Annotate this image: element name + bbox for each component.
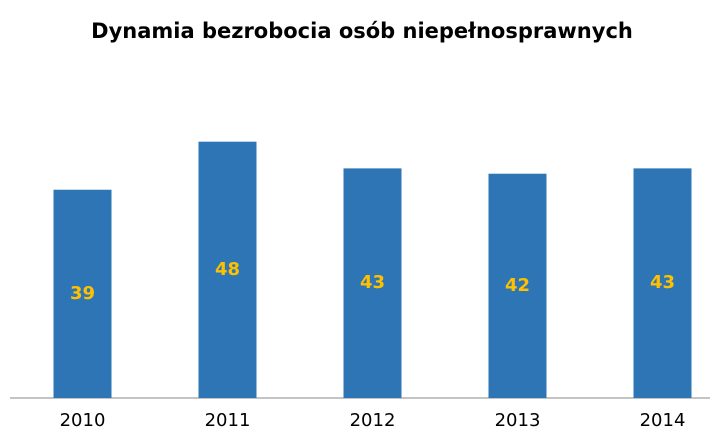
x-tick-label: 2012 [350, 410, 396, 431]
x-tick-label: 2010 [60, 410, 106, 431]
bar [633, 168, 692, 398]
data-label: 39 [70, 283, 95, 304]
bar [488, 173, 547, 398]
bar [53, 189, 112, 398]
chart-title: Dynamia bezrobocia osób niepełnosprawnyc… [91, 19, 633, 43]
data-label: 43 [650, 272, 675, 293]
data-label: 48 [215, 259, 240, 280]
x-tick-label: 2014 [640, 410, 686, 431]
data-label: 42 [505, 275, 530, 296]
bar [343, 168, 402, 398]
x-tick-label: 2011 [205, 410, 251, 431]
x-tick-label: 2013 [495, 410, 541, 431]
data-label: 43 [360, 272, 385, 293]
bar [198, 141, 257, 398]
